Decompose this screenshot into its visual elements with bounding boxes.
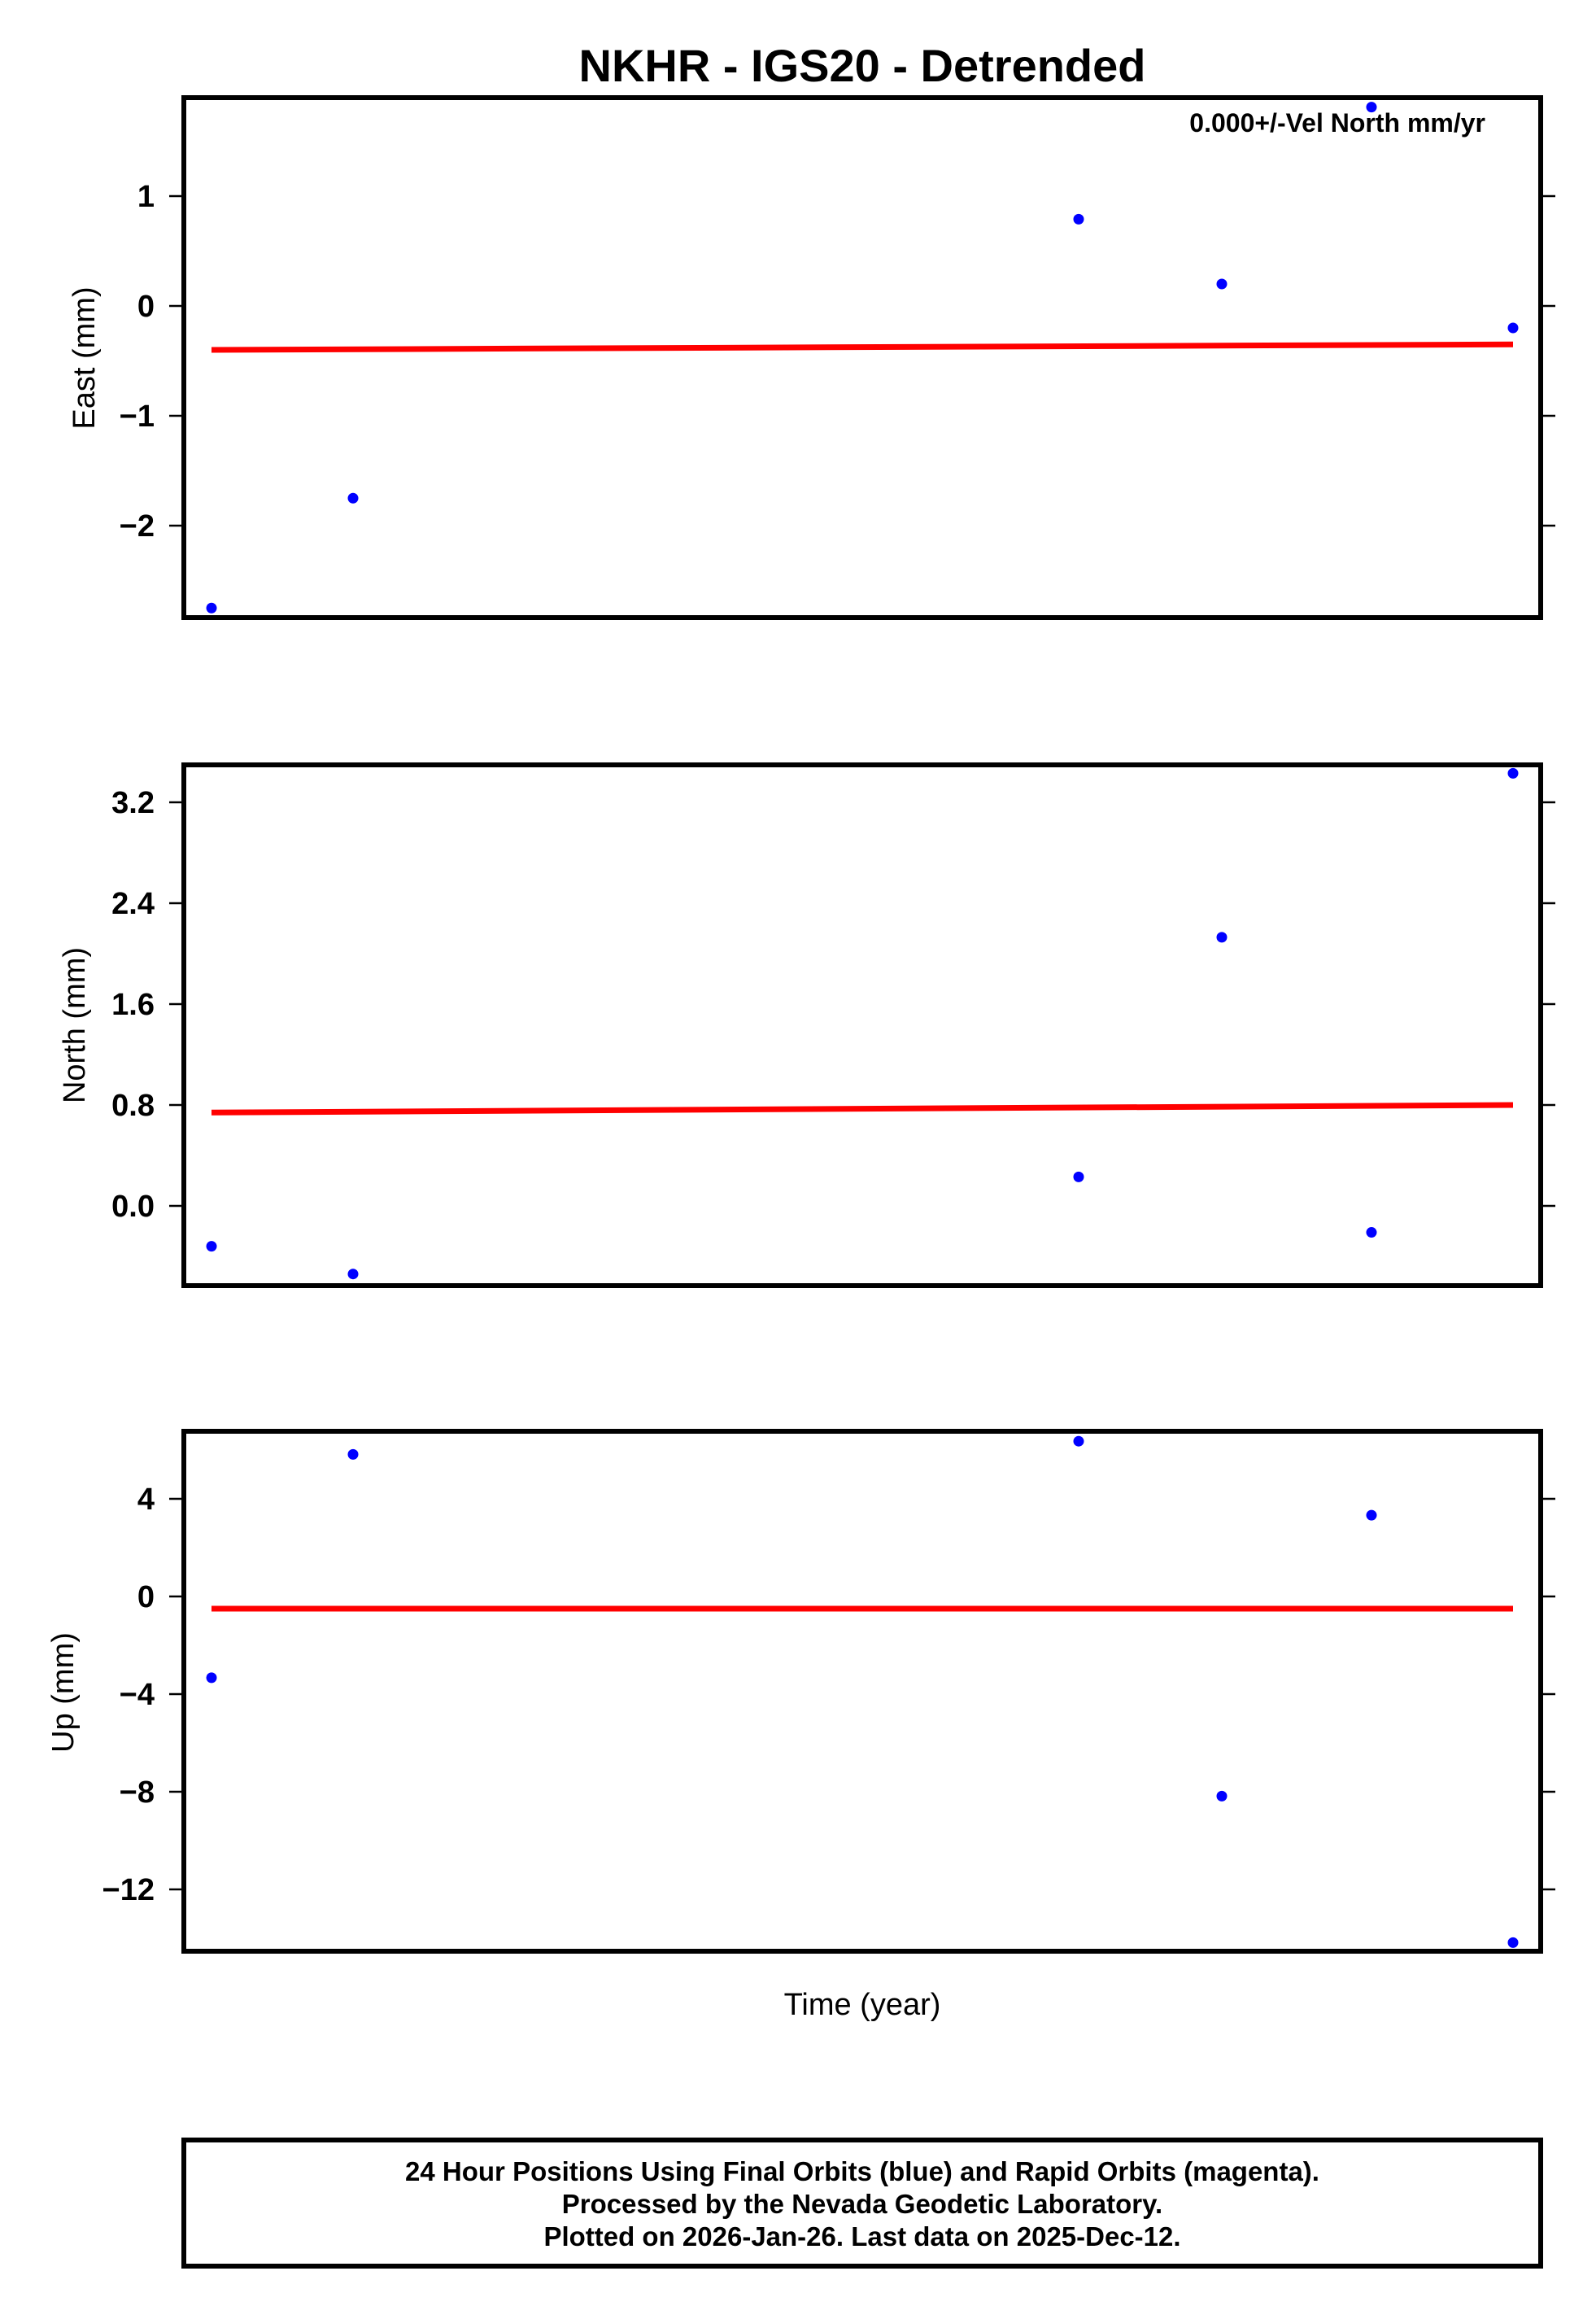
footer-line-1: 24 Hour Positions Using Final Orbits (bl… <box>405 2156 1319 2186</box>
data-point <box>1366 1509 1377 1521</box>
y-axis-ticks: 3.2 2.4 1.6 0.8 0.0 <box>111 786 1555 1224</box>
data-points <box>206 1435 1519 1948</box>
y-tick-label: −4 <box>120 1678 155 1712</box>
y-axis-label: North (mm) <box>58 947 92 1103</box>
data-points <box>206 102 1519 614</box>
data-point <box>347 492 359 504</box>
data-point <box>206 1672 217 1684</box>
y-tick-label: 4 <box>137 1483 155 1517</box>
x-axis-label: Time (year) <box>784 1988 941 2022</box>
data-point <box>206 1241 217 1252</box>
data-point <box>1073 1435 1084 1447</box>
y-tick-label: 0 <box>137 1580 155 1614</box>
data-point <box>347 1269 359 1280</box>
trend-line <box>211 1102 1514 1116</box>
figure-title: NKHR - IGS20 - Detrended <box>579 40 1146 91</box>
data-point <box>1507 1937 1519 1948</box>
plot-frame <box>181 762 1543 1288</box>
y-tick-label: 2.4 <box>111 887 155 921</box>
data-point <box>1073 1171 1084 1182</box>
trend-line-segment <box>211 341 1514 353</box>
y-tick-label: 1 <box>137 180 155 214</box>
y-tick-label: −12 <box>102 1873 155 1907</box>
trend-line-segment <box>211 1102 1514 1116</box>
data-point <box>1507 322 1519 334</box>
data-point <box>347 1448 359 1460</box>
plot-frame <box>181 1429 1543 1954</box>
footer-frame <box>181 2138 1543 2269</box>
y-axis-ticks: 1 0 −1 −2 <box>120 180 1555 544</box>
footer-box: 24 Hour Positions Using Final Orbits (bl… <box>181 2138 1543 2269</box>
y-tick-label: 0.0 <box>111 1190 155 1224</box>
data-point <box>206 602 217 614</box>
panel-up: Up (mm) 4 0 −4 −8 −12 <box>46 1429 1555 1954</box>
y-tick-label: 3.2 <box>111 786 155 820</box>
y-axis-label: East (mm) <box>68 286 102 429</box>
plot-frame <box>181 95 1543 620</box>
data-points <box>206 767 1519 1280</box>
data-point <box>1216 278 1228 290</box>
y-axis-label: Up (mm) <box>46 1632 81 1753</box>
data-point <box>1366 102 1377 113</box>
footer-line-3: Plotted on 2026-Jan-26. Last data on 202… <box>543 2221 1180 2251</box>
y-tick-label: 1.6 <box>111 988 155 1022</box>
footer-line-2: Processed by the Nevada Geodetic Laborat… <box>562 2189 1162 2219</box>
y-axis-ticks: 4 0 −4 −8 −12 <box>102 1483 1555 1907</box>
velocity-annotation: 0.000+/-Vel North mm/yr <box>1189 108 1485 138</box>
panel-north: North (mm) 3.2 2.4 1.6 0.8 0.0 <box>58 762 1555 1288</box>
y-tick-label: 0.8 <box>111 1089 155 1123</box>
y-tick-label: −8 <box>120 1775 155 1810</box>
trend-line <box>211 341 1514 353</box>
data-point <box>1507 767 1519 779</box>
y-tick-label: 0 <box>137 290 155 324</box>
panel-east: 0.000+/-Vel North mm/yr East (mm) 1 0 −1 −2 <box>68 95 1555 620</box>
y-tick-label: −2 <box>120 509 155 544</box>
data-point <box>1216 932 1228 943</box>
data-point <box>1366 1227 1377 1238</box>
data-point <box>1073 213 1084 225</box>
y-tick-label: −1 <box>120 400 155 434</box>
data-point <box>1216 1790 1228 1802</box>
